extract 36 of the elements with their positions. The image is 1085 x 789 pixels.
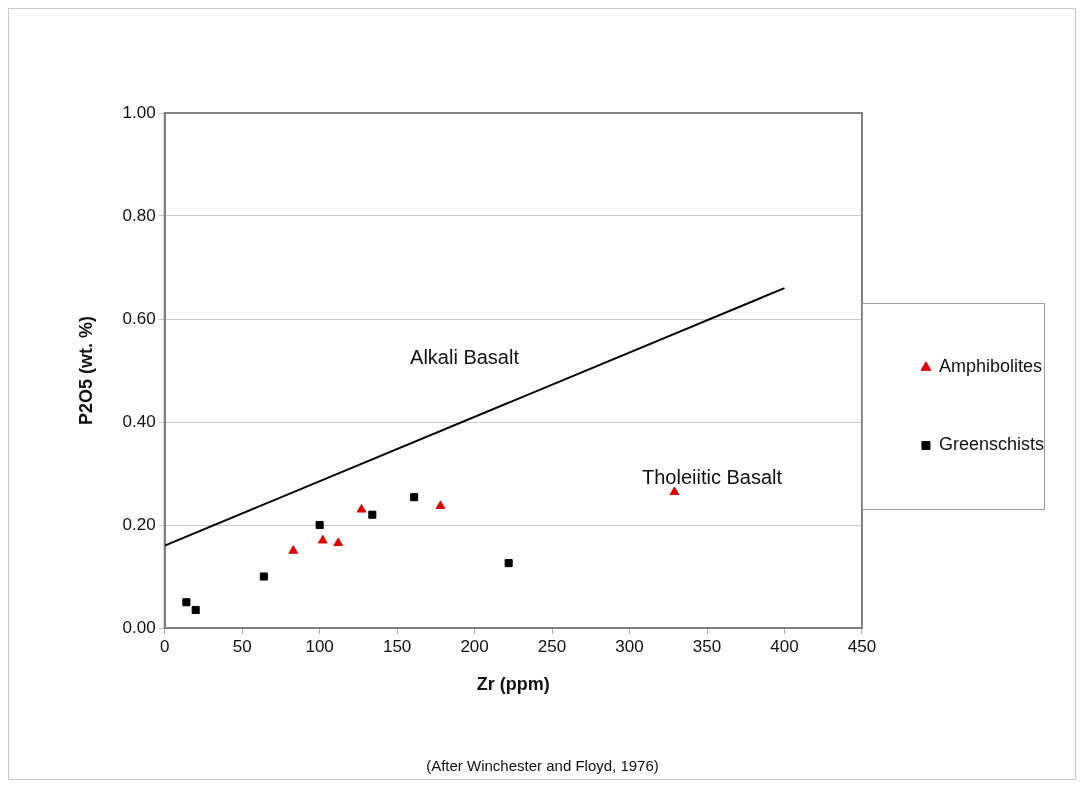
point [368, 510, 377, 519]
y-tick-label: 0.40 [122, 411, 156, 431]
point [191, 605, 200, 615]
x-tick-label: 150 [382, 636, 412, 656]
y-tick-label: 1.00 [122, 102, 156, 122]
annotation: Tholeiitic Basalt [642, 466, 783, 489]
x-tick-label: 300 [615, 636, 644, 656]
y-tick-label: 0.60 [122, 308, 156, 328]
x-tick-label: 250 [537, 636, 567, 656]
x-axis-title: Zr (ppm) [476, 674, 550, 695]
x-tick-label: 350 [692, 636, 722, 656]
x-tick-label: 400 [770, 636, 799, 656]
y-tick-label: 0.20 [122, 514, 156, 534]
point [435, 500, 446, 509]
x-tick-label: 200 [460, 636, 489, 656]
legend-label: Greenschists [938, 434, 1045, 455]
x-tick-label: 450 [847, 636, 877, 656]
point [410, 493, 419, 502]
point [259, 572, 268, 581]
y-tick-label: 0.00 [122, 617, 156, 637]
point [315, 520, 324, 530]
point [356, 504, 367, 513]
text: (After Winchester and Floyd, 1976) [425, 757, 660, 774]
point [669, 486, 680, 496]
y-tick-label: 0.80 [122, 205, 156, 225]
point [333, 537, 344, 547]
point [182, 598, 191, 607]
point [317, 534, 328, 544]
annotation: Alkali Basalt [410, 345, 520, 368]
point [288, 545, 299, 554]
x-tick-label: 100 [305, 636, 334, 656]
x-tick-label: 50 [232, 636, 252, 656]
x-tick-label: 0 [159, 636, 170, 656]
legend-label: Amphibolites [938, 356, 1043, 377]
y-axis-title: P2O5 (wt. %) [75, 315, 96, 426]
point [504, 559, 513, 568]
